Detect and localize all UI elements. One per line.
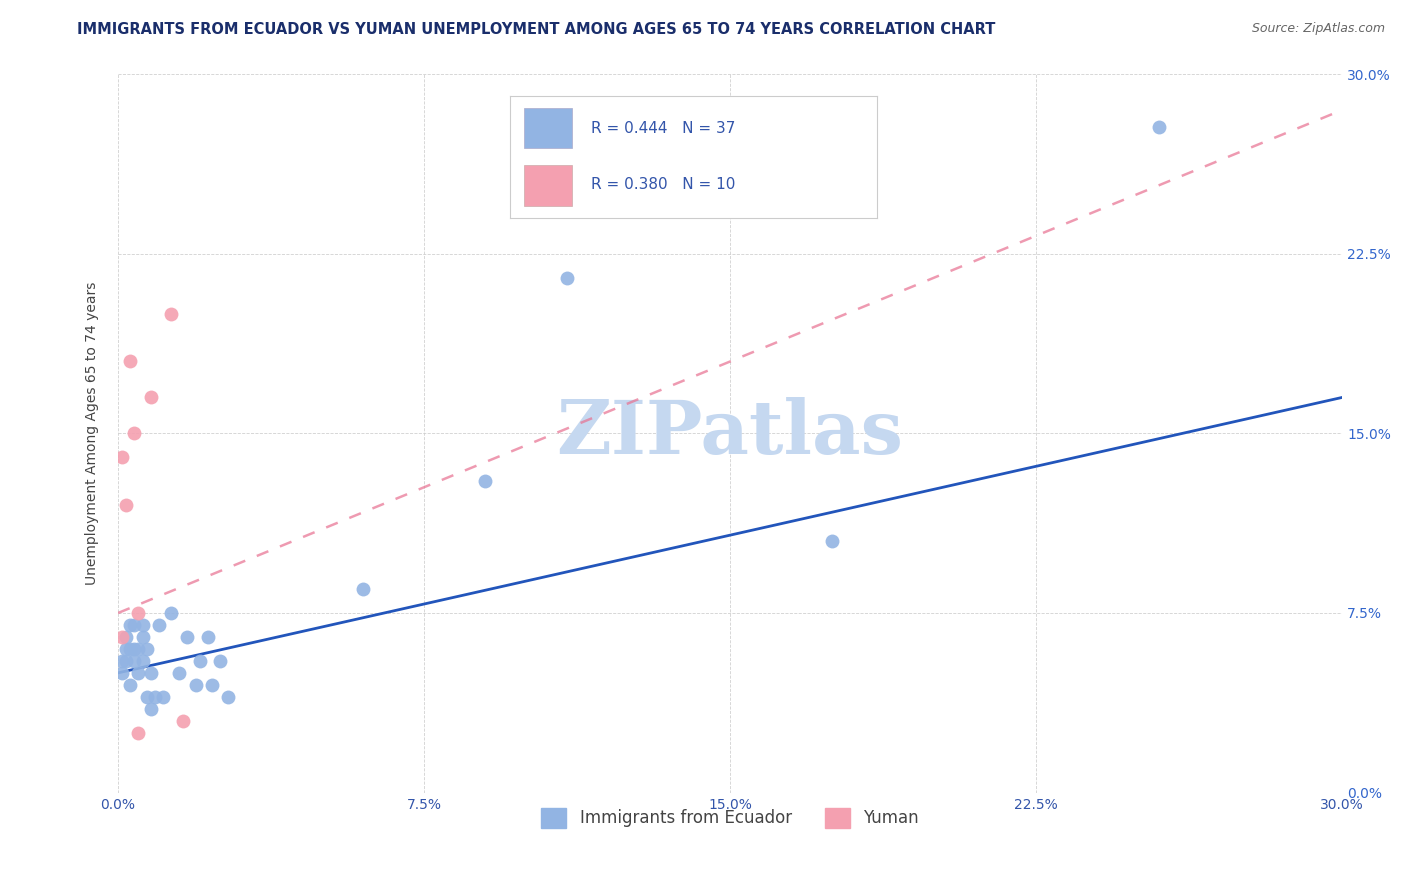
Point (124, 641, 146, 656)
Point (111, 630, 134, 644)
Point (131, 618, 153, 632)
Legend: Immigrants from Ecuador, Yuman: Immigrants from Ecuador, Yuman (534, 801, 925, 835)
Point (127, 641, 149, 656)
Y-axis label: Unemployment Among Ages 65 to 74 years: Unemployment Among Ages 65 to 74 years (86, 282, 100, 585)
Point (131, 654, 153, 668)
Point (152, 690, 174, 704)
Point (217, 690, 239, 704)
Point (160, 307, 183, 321)
Text: IMMIGRANTS FROM ECUADOR VS YUMAN UNEMPLOYMENT AMONG AGES 65 TO 74 YEARS CORRELAT: IMMIGRANTS FROM ECUADOR VS YUMAN UNEMPLO… (77, 22, 995, 37)
Point (135, 690, 157, 704)
Point (176, 630, 198, 644)
Point (167, 665, 190, 680)
Point (139, 702, 162, 716)
Point (120, 354, 142, 368)
Point (209, 654, 232, 668)
Point (111, 654, 134, 668)
Point (148, 618, 170, 632)
Point (120, 618, 142, 632)
Point (124, 618, 146, 632)
Point (127, 665, 149, 680)
Text: ZIPatlas: ZIPatlas (557, 397, 904, 470)
Point (131, 630, 153, 644)
Point (143, 690, 166, 704)
Point (197, 630, 219, 644)
Point (474, 475, 496, 489)
Point (124, 426, 146, 441)
Point (135, 641, 157, 656)
Point (115, 654, 138, 668)
Point (120, 641, 142, 656)
Point (120, 678, 142, 692)
Point (160, 606, 183, 620)
Point (139, 391, 162, 405)
Point (115, 498, 138, 512)
Point (201, 678, 224, 692)
Point (139, 665, 162, 680)
Point (127, 725, 149, 739)
Point (1147, 120, 1170, 134)
Text: Source: ZipAtlas.com: Source: ZipAtlas.com (1251, 22, 1385, 36)
Point (115, 641, 138, 656)
Point (352, 582, 374, 596)
Point (821, 534, 844, 549)
Point (115, 630, 138, 644)
Point (111, 450, 134, 465)
Point (111, 665, 134, 680)
Point (184, 678, 207, 692)
Point (172, 714, 194, 728)
Point (127, 606, 149, 620)
Point (124, 654, 146, 668)
Point (555, 270, 578, 285)
Point (188, 654, 211, 668)
